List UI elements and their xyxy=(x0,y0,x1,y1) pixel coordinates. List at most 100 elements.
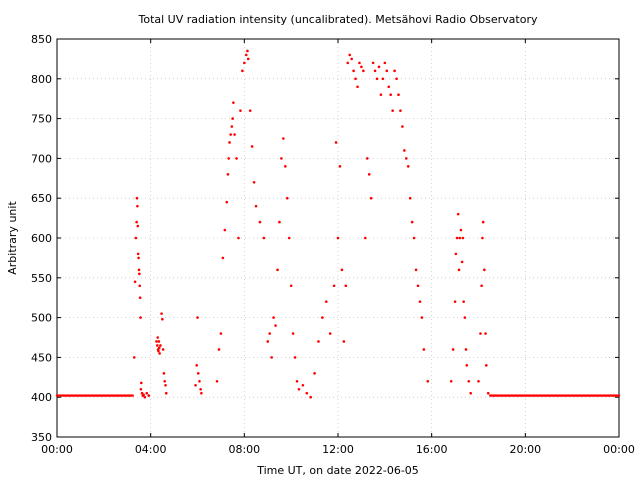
data-point xyxy=(389,93,392,97)
data-point xyxy=(241,69,244,73)
data-point xyxy=(480,284,483,288)
data-point xyxy=(459,228,463,232)
x-tick-label: 12:00 xyxy=(322,443,354,456)
data-point xyxy=(285,196,289,200)
data-point xyxy=(217,348,221,351)
data-point xyxy=(305,391,309,395)
data-point xyxy=(393,69,396,73)
data-point xyxy=(449,379,453,383)
data-point xyxy=(227,157,231,160)
data-point xyxy=(194,383,197,387)
data-point xyxy=(235,157,238,160)
data-point xyxy=(282,137,285,140)
x-tick-label: 20:00 xyxy=(509,443,541,456)
data-point xyxy=(453,300,457,303)
data-point xyxy=(465,364,469,367)
data-point xyxy=(375,77,379,81)
data-point xyxy=(239,109,242,112)
data-point xyxy=(462,300,465,303)
data-point xyxy=(387,85,391,89)
data-point xyxy=(414,268,418,272)
data-point xyxy=(139,316,142,319)
data-point xyxy=(401,125,404,128)
data-point xyxy=(162,372,166,375)
data-point xyxy=(395,77,398,81)
data-point xyxy=(352,69,355,73)
data-point xyxy=(138,284,142,288)
y-tick-label: 450 xyxy=(31,351,52,364)
data-point xyxy=(140,381,143,385)
data-point xyxy=(385,69,389,73)
data-point xyxy=(362,69,365,73)
data-point xyxy=(291,332,295,335)
data-point xyxy=(134,236,138,240)
data-point xyxy=(399,109,402,112)
data-point xyxy=(232,101,235,104)
x-tick-label: 04:00 xyxy=(135,443,167,456)
data-point xyxy=(383,61,387,65)
data-point xyxy=(346,61,350,65)
data-point xyxy=(477,379,480,383)
data-point xyxy=(422,348,426,351)
data-point xyxy=(147,394,151,397)
data-point xyxy=(338,165,342,168)
data-point xyxy=(342,340,346,343)
baseline-point xyxy=(617,394,621,397)
data-point xyxy=(377,65,381,69)
data-point xyxy=(196,372,200,375)
data-point xyxy=(483,268,486,272)
data-point xyxy=(391,109,394,112)
data-point xyxy=(230,125,234,128)
data-point xyxy=(164,391,168,395)
data-point xyxy=(136,204,139,208)
data-point xyxy=(313,372,316,375)
data-point xyxy=(132,356,136,359)
data-point xyxy=(358,61,361,65)
y-axis-label: Arbitrary unit xyxy=(6,201,19,275)
baseline-point xyxy=(131,394,134,397)
data-point xyxy=(161,348,165,351)
data-point xyxy=(451,348,455,351)
data-point xyxy=(246,49,249,53)
data-point xyxy=(258,220,262,224)
data-point xyxy=(252,180,256,184)
data-point xyxy=(293,356,297,359)
data-point xyxy=(136,224,140,228)
data-point xyxy=(426,379,430,383)
data-point xyxy=(321,316,324,319)
data-point xyxy=(280,157,283,160)
data-point xyxy=(157,346,161,350)
data-point xyxy=(371,61,375,65)
data-point xyxy=(246,57,250,61)
data-point xyxy=(457,268,461,272)
y-tick-label: 400 xyxy=(31,391,52,404)
data-point xyxy=(460,260,464,264)
data-point xyxy=(250,145,254,148)
y-tick-label: 700 xyxy=(31,152,52,165)
y-tick-label: 500 xyxy=(31,312,52,325)
data-point xyxy=(156,336,159,339)
data-points xyxy=(55,49,621,399)
data-point xyxy=(244,53,248,57)
data-point xyxy=(336,236,340,240)
data-point xyxy=(199,387,202,391)
data-point xyxy=(159,344,162,347)
data-point xyxy=(133,280,137,284)
chart-title: Total UV radiation intensity (uncalibrat… xyxy=(138,13,538,26)
x-axis-label: Time UT, on date 2022-06-05 xyxy=(256,464,419,477)
data-point xyxy=(354,77,357,81)
data-point xyxy=(237,236,240,240)
data-point xyxy=(145,391,149,395)
data-point xyxy=(226,173,230,176)
y-tick-label: 600 xyxy=(31,232,52,245)
data-point xyxy=(420,316,424,319)
data-point xyxy=(163,379,167,383)
y-tick-label: 650 xyxy=(31,192,52,205)
data-point xyxy=(458,236,462,240)
data-point xyxy=(135,220,138,224)
data-point xyxy=(486,391,490,395)
y-tick-label: 550 xyxy=(31,272,52,285)
data-point xyxy=(138,272,141,276)
data-point xyxy=(364,236,367,240)
